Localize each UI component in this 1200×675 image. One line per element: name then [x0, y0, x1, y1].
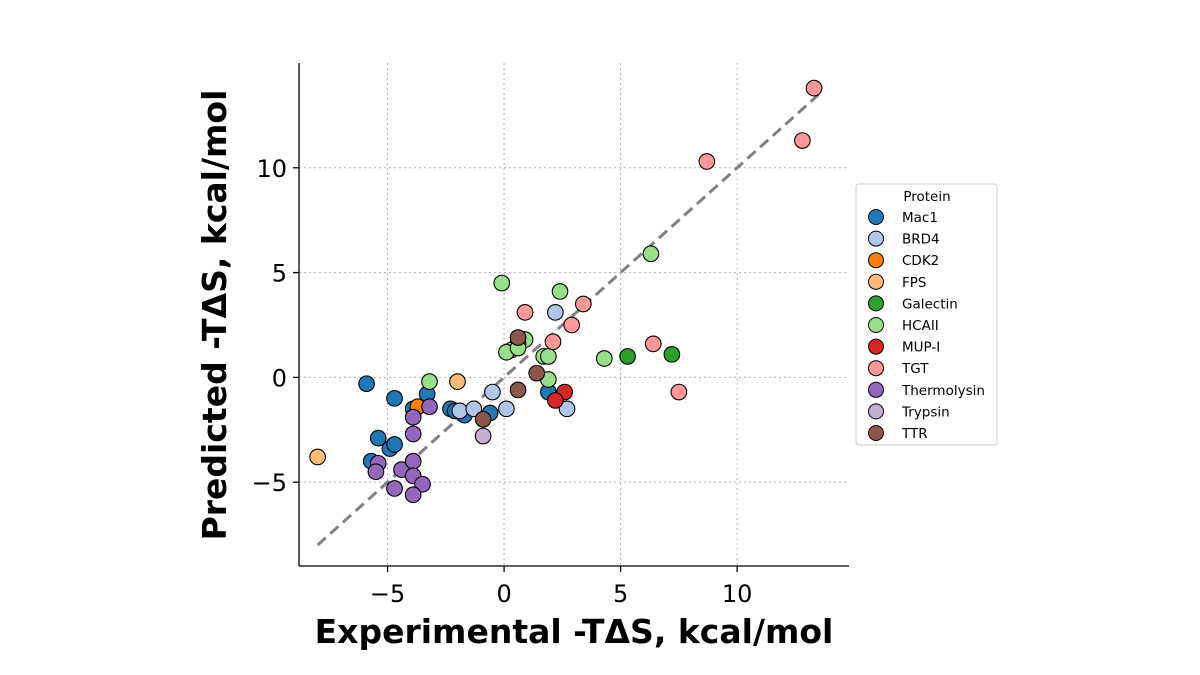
y-tick-label: 5 [272, 260, 287, 288]
data-point [644, 335, 662, 353]
data-point [663, 345, 681, 363]
data-point [528, 364, 546, 382]
legend-label: Galectin [902, 296, 958, 312]
legend-title: Protein [903, 189, 950, 205]
data-point [404, 425, 422, 443]
legend-label: TTR [901, 426, 928, 442]
axis-ticks: −5 0 5 10 −5 0 5 10 [252, 155, 753, 608]
data-point [404, 408, 422, 426]
data-point [386, 480, 403, 497]
x-tick-label: 5 [613, 580, 628, 608]
data-point [369, 429, 387, 447]
data-point [558, 400, 576, 418]
series-thermolysin [367, 398, 438, 504]
data-point [698, 153, 716, 170]
data-point [551, 283, 569, 300]
data-point [493, 274, 511, 292]
legend-marker [868, 403, 884, 420]
data-point [805, 79, 823, 97]
series-galectin [619, 345, 681, 365]
data-point [404, 452, 422, 470]
legend-label: TGT [901, 361, 929, 377]
data-point [386, 389, 403, 407]
data-point [386, 436, 403, 453]
grid-lines [299, 63, 849, 566]
data-point [449, 373, 466, 390]
data-point [367, 463, 385, 481]
y-tick-label: −5 [252, 469, 287, 497]
series-tgt [516, 79, 823, 401]
data-point [404, 486, 422, 504]
data-point [619, 348, 636, 365]
series-mup-i [547, 383, 574, 409]
x-axis-title: Experimental -TΔS, kcal/mol [315, 612, 834, 651]
legend-marker [868, 252, 884, 269]
legend-marker [868, 360, 884, 377]
x-tick-label: 0 [496, 580, 511, 608]
data-point [484, 383, 501, 401]
legend-marker [868, 338, 884, 355]
data-point [474, 427, 492, 445]
legend-marker [868, 425, 884, 441]
data-point [574, 295, 592, 313]
data-point [421, 373, 438, 390]
y-tick-label: 10 [256, 155, 287, 183]
y-tick-label: 0 [272, 364, 287, 392]
series-trypsin [474, 427, 492, 445]
data-point [642, 245, 660, 263]
legend-marker [868, 317, 884, 333]
legend-label: BRD4 [902, 232, 940, 248]
data-point [794, 132, 811, 149]
series-ttr [474, 329, 546, 428]
data-point [547, 304, 564, 321]
data-point [414, 475, 431, 493]
data-point [547, 392, 564, 409]
legend-label: HCAII [902, 318, 939, 334]
legend-label: FPS [902, 275, 926, 291]
x-tick-label: 10 [722, 580, 753, 608]
data-point [509, 329, 527, 346]
data-point [465, 400, 483, 418]
legend-marker [868, 273, 884, 290]
x-tick-label: −5 [370, 580, 405, 608]
legend-label: Mac1 [902, 210, 938, 226]
legend-marker [868, 295, 884, 312]
data-point [670, 383, 688, 401]
data-point [540, 348, 557, 365]
legend-box [855, 183, 998, 446]
y-axis-title: Predicted -TΔS, kcal/mol [195, 90, 234, 541]
legend-marker [868, 381, 884, 398]
data-point [451, 402, 469, 420]
data-point [595, 350, 613, 367]
series-fps [309, 373, 466, 466]
legend-marker [868, 209, 884, 225]
data-point [474, 410, 492, 428]
data-point [544, 333, 562, 351]
data-point [509, 381, 527, 399]
legend-label: CDK2 [902, 253, 939, 269]
data-point [358, 375, 375, 393]
legend-label: MUP-I [902, 340, 940, 356]
legend: Protein Mac1 BRD4 CDK2 FPS Galectin HCAII MUP-… [855, 183, 998, 446]
series-brd4 [451, 304, 576, 420]
legend-label: Thermolysin [901, 383, 985, 399]
legend-label: Trypsin [901, 404, 950, 420]
data-point [563, 316, 581, 334]
data-points [309, 79, 823, 504]
legend-marker [868, 230, 884, 247]
data-point [516, 304, 534, 321]
data-point [498, 400, 515, 418]
data-point [309, 448, 326, 466]
data-point [421, 398, 438, 416]
